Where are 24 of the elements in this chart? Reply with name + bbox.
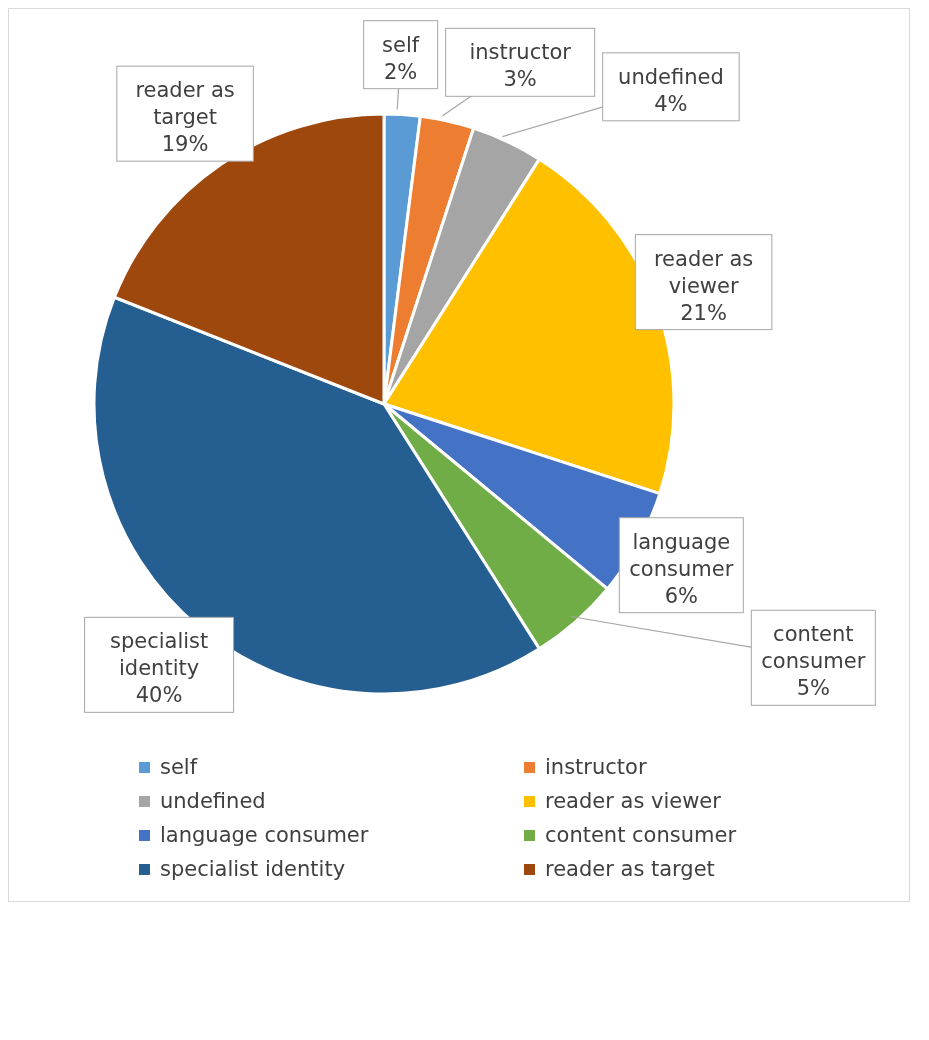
data-label: 40% bbox=[135, 683, 183, 708]
legend-label: language consumer bbox=[160, 823, 369, 847]
legend-label: reader as viewer bbox=[545, 789, 721, 813]
slice-label: content consumer bbox=[761, 622, 866, 674]
data-label: 5% bbox=[796, 676, 830, 701]
slice-label: reader as target bbox=[135, 78, 235, 130]
legend-label: specialist identity bbox=[160, 857, 346, 881]
legend-label: content consumer bbox=[545, 823, 737, 847]
slice-label: reader as viewer bbox=[653, 246, 754, 298]
data-label: 3% bbox=[503, 67, 537, 92]
legend-label: reader as target bbox=[545, 857, 715, 881]
legend-label: self bbox=[160, 755, 198, 779]
legend-label: instructor bbox=[545, 755, 647, 779]
data-label: 6% bbox=[664, 583, 698, 608]
data-label: 4% bbox=[654, 91, 688, 116]
slice-label: language consumer bbox=[629, 529, 734, 581]
data-label: 19% bbox=[161, 132, 209, 157]
slice-label: specialist identity bbox=[109, 629, 209, 681]
data-label: 21% bbox=[680, 300, 727, 325]
data-label: 2% bbox=[384, 59, 418, 84]
slice-label: self bbox=[382, 32, 420, 57]
slice-label: instructor bbox=[469, 40, 572, 65]
slice-label: undefined bbox=[618, 64, 724, 89]
legend-label: undefined bbox=[160, 789, 266, 813]
